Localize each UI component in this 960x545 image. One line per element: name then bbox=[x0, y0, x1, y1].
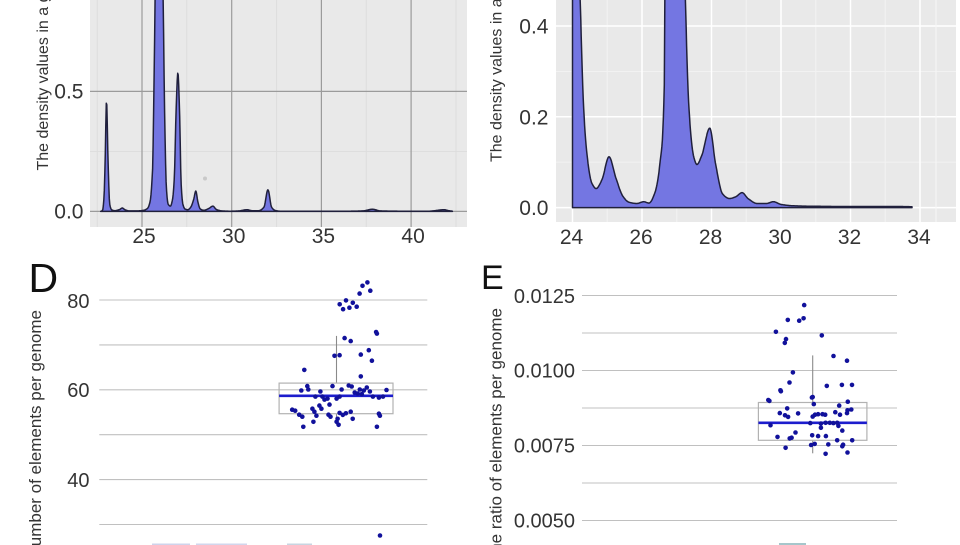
svg-text:0.0: 0.0 bbox=[519, 197, 548, 220]
svg-text:40: 40 bbox=[67, 470, 89, 492]
svg-text:0.2: 0.2 bbox=[519, 106, 548, 129]
svg-text:E: E bbox=[481, 259, 504, 297]
svg-text:35: 35 bbox=[312, 225, 335, 248]
svg-text:0.0125: 0.0125 bbox=[514, 286, 575, 308]
svg-text:0.0075: 0.0075 bbox=[514, 436, 575, 458]
svg-text:The ratio of elements per geno: The ratio of elements per genome bbox=[487, 308, 506, 545]
svg-text:34: 34 bbox=[907, 226, 931, 249]
svg-text:25: 25 bbox=[132, 225, 155, 248]
svg-text:The number of elements per gen: The number of elements per genome bbox=[26, 310, 45, 545]
svg-text:60: 60 bbox=[67, 380, 89, 402]
svg-text:D: D bbox=[29, 255, 59, 301]
svg-text:0.0100: 0.0100 bbox=[514, 361, 575, 383]
svg-text:0.5: 0.5 bbox=[54, 81, 83, 104]
svg-text:The density values in a genome: The density values in a genome bbox=[35, 0, 52, 171]
svg-text:0.0: 0.0 bbox=[54, 201, 83, 224]
svg-text:28: 28 bbox=[699, 226, 722, 249]
svg-text:30: 30 bbox=[222, 225, 245, 248]
svg-text:40: 40 bbox=[401, 225, 424, 248]
svg-text:30: 30 bbox=[768, 226, 791, 249]
svg-text:80: 80 bbox=[67, 291, 89, 313]
svg-text:0.0050: 0.0050 bbox=[514, 511, 575, 533]
svg-text:32: 32 bbox=[838, 226, 861, 249]
svg-text:The density values in a genome: The density values in a genome bbox=[489, 0, 506, 162]
svg-text:26: 26 bbox=[629, 226, 652, 249]
svg-text:24: 24 bbox=[560, 226, 584, 249]
svg-text:0.4: 0.4 bbox=[519, 16, 549, 39]
